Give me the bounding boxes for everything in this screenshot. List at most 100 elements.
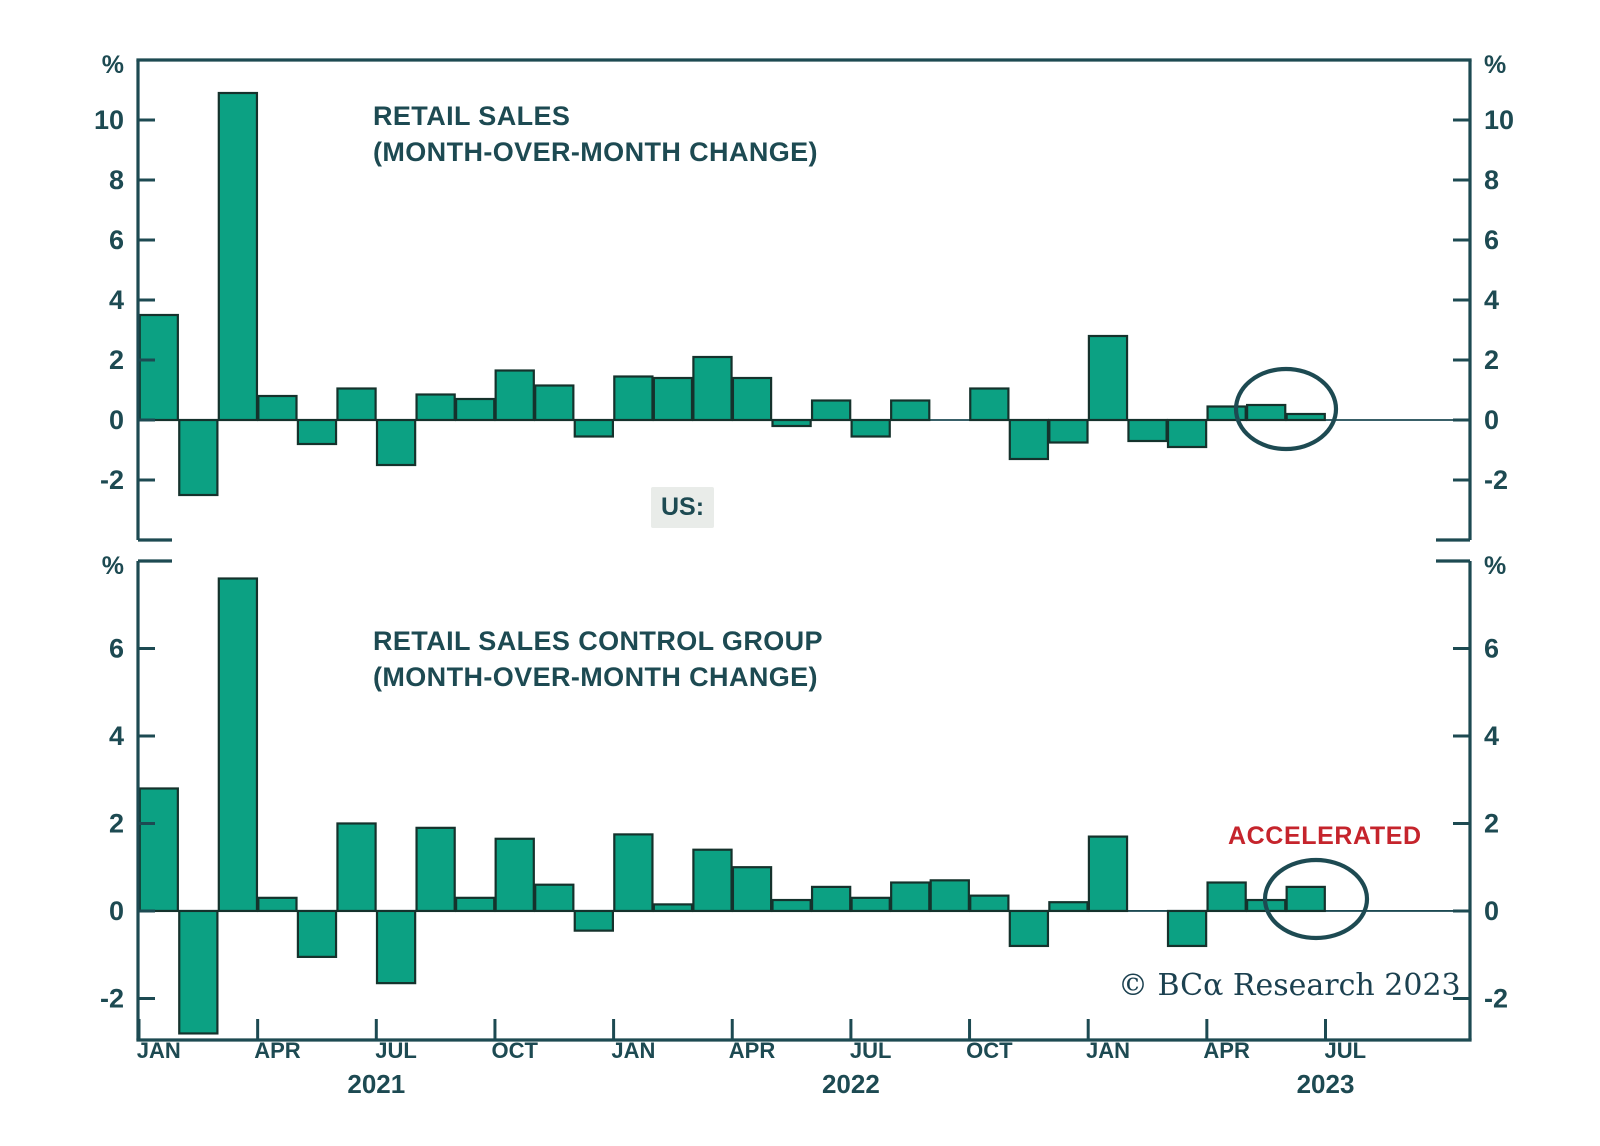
year-label: 2022 xyxy=(822,1069,880,1099)
bar-Jun-21 xyxy=(336,387,377,422)
y-unit-label-left: % xyxy=(102,552,124,580)
x-tick-label: OCT xyxy=(491,1038,538,1063)
bar-Feb-21 xyxy=(178,909,219,1035)
bar-Nov-22 xyxy=(1008,418,1050,461)
bar-Nov-22 xyxy=(1008,909,1050,948)
bar-Mar-23 xyxy=(1166,909,1208,948)
bar-Oct-21 xyxy=(494,369,535,422)
bar-Feb-22 xyxy=(652,903,694,913)
bar-Mar-21 xyxy=(217,91,259,422)
bar-Jan-22 xyxy=(613,375,654,422)
y-tick-label-left: 8 xyxy=(109,165,124,195)
y-tick-label-right: 4 xyxy=(1484,721,1499,751)
bar-Apr-21 xyxy=(257,394,298,422)
y-tick-label-right: 0 xyxy=(1484,405,1499,435)
bar-Dec-21 xyxy=(573,418,615,438)
bar-Nov-21 xyxy=(534,883,575,913)
bar-Jul-21 xyxy=(375,418,417,467)
bar-Apr-23 xyxy=(1206,405,1247,422)
bar-Nov-21 xyxy=(534,384,575,422)
bar-Sep-21 xyxy=(455,397,496,422)
y-tick-label-right: 2 xyxy=(1484,808,1499,838)
highlight-ellipse xyxy=(1233,366,1339,452)
bar-Jun-21 xyxy=(336,822,377,913)
y-tick-label-right: -2 xyxy=(1484,465,1508,495)
bar-Apr-22 xyxy=(731,376,773,422)
y-tick-label-left: 4 xyxy=(109,285,124,315)
x-tick-label: OCT xyxy=(966,1038,1013,1063)
bar-May-21 xyxy=(296,418,338,446)
y-unit-label-left: % xyxy=(102,51,124,79)
bar-Jul-22 xyxy=(850,896,891,913)
x-tick-label: JAN xyxy=(1086,1038,1130,1063)
us-region-badge: US: xyxy=(651,487,714,528)
y-tick-label-right: 6 xyxy=(1484,225,1499,255)
x-tick-label: JUL xyxy=(375,1038,417,1063)
x-tick-label: JUL xyxy=(850,1038,892,1063)
year-label: 2023 xyxy=(1297,1069,1355,1099)
bar-Oct-22 xyxy=(969,894,1010,913)
bar-Feb-21 xyxy=(178,418,219,497)
bar-Aug-21 xyxy=(415,826,456,913)
y-unit-label-right: % xyxy=(1484,51,1506,79)
y-tick-label-left: -2 xyxy=(100,983,124,1013)
bar-Jan-22 xyxy=(613,833,654,913)
y-tick-label-right: -2 xyxy=(1484,983,1508,1013)
copyright-attribution: © BCα Research 2023 xyxy=(1118,968,1461,1003)
bar-Jul-22 xyxy=(850,418,891,438)
highlight-ellipse xyxy=(1262,857,1370,941)
bar-Oct-21 xyxy=(494,837,535,913)
accelerated-annotation: ACCELERATED xyxy=(1228,822,1422,850)
y-tick-label-left: 6 xyxy=(109,633,124,663)
bar-Jul-21 xyxy=(375,909,417,985)
bar-Jan-21 xyxy=(138,787,179,913)
bar-Jun-23 xyxy=(1285,412,1326,422)
year-label: 2021 xyxy=(347,1069,405,1099)
x-tick-label: APR xyxy=(729,1038,776,1063)
bar-May-22 xyxy=(771,898,812,913)
bar-Feb-23 xyxy=(1127,418,1168,443)
bar-Jan-23 xyxy=(1087,334,1129,422)
y-tick-label-left: 6 xyxy=(109,225,124,255)
y-tick-label-left: 2 xyxy=(109,808,124,838)
x-tick-label: APR xyxy=(254,1038,301,1063)
y-tick-label-left: 0 xyxy=(109,405,124,435)
bar-May-23 xyxy=(1245,403,1287,422)
bar-Dec-21 xyxy=(573,909,615,932)
x-tick-label: APR xyxy=(1203,1038,1250,1063)
bar-May-21 xyxy=(296,909,338,958)
y-tick-label-right: 10 xyxy=(1484,105,1514,135)
bar-Oct-22 xyxy=(969,387,1010,422)
bar-May-22 xyxy=(771,418,812,428)
y-tick-label-left: 0 xyxy=(109,896,124,926)
y-tick-label-right: 2 xyxy=(1484,345,1499,375)
bar-Sep-22 xyxy=(929,879,970,913)
y-unit-label-right: % xyxy=(1484,552,1506,580)
bar-Aug-21 xyxy=(415,393,456,422)
y-tick-label-right: 6 xyxy=(1484,633,1499,663)
bar-Mar-23 xyxy=(1166,418,1208,449)
x-tick-label: JAN xyxy=(137,1038,181,1063)
y-tick-label-right: 0 xyxy=(1484,896,1499,926)
bar-Jan-21 xyxy=(138,313,179,422)
top-panel-title: RETAIL SALES xyxy=(373,101,571,131)
x-tick-label: JUL xyxy=(1324,1038,1366,1063)
bar-Jan-23 xyxy=(1087,835,1129,913)
y-tick-label-right: 4 xyxy=(1484,285,1499,315)
bar-Dec-22 xyxy=(1048,901,1089,913)
bar-Mar-21 xyxy=(217,577,259,913)
y-tick-label-right: 8 xyxy=(1484,165,1499,195)
x-tick-label: JAN xyxy=(611,1038,655,1063)
top-panel-subtitle: (MONTH-OVER-MONTH CHANGE) xyxy=(373,137,818,167)
bar-Apr-21 xyxy=(257,896,298,913)
y-tick-label-left: 4 xyxy=(109,721,124,751)
y-tick-label-left: 10 xyxy=(94,105,124,135)
bar-Feb-22 xyxy=(652,376,694,422)
bar-Apr-22 xyxy=(731,866,773,913)
bar-Apr-23 xyxy=(1206,881,1247,913)
y-tick-label-left: -2 xyxy=(100,465,124,495)
bar-Aug-22 xyxy=(890,881,931,913)
bar-Sep-21 xyxy=(455,896,496,913)
